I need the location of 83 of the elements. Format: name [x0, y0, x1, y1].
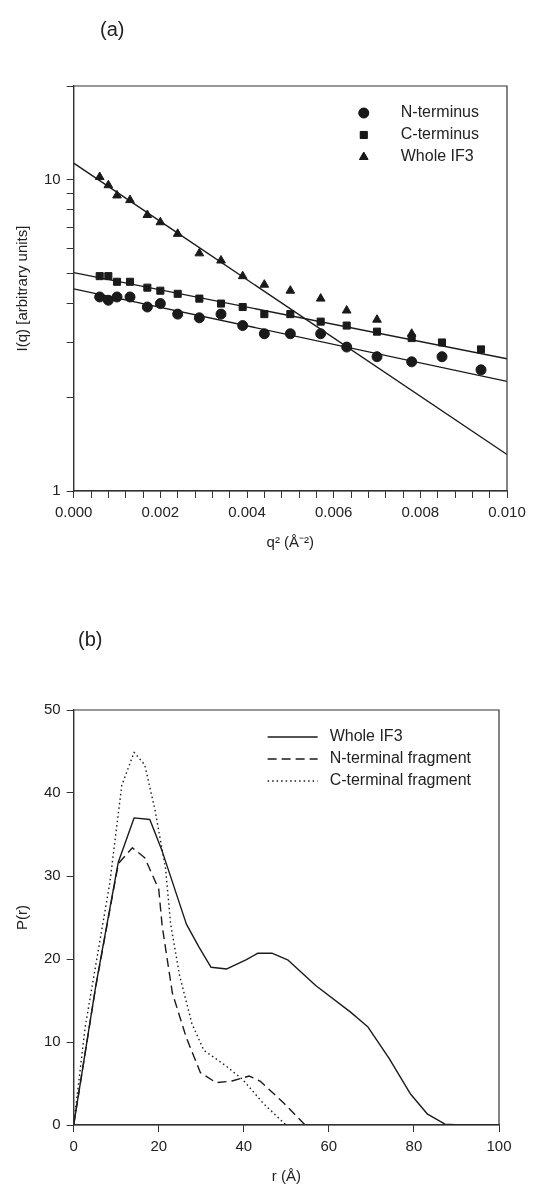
legend-label: C-terminal fragment: [329, 771, 472, 789]
point: [172, 228, 183, 237]
point: [194, 247, 205, 257]
legend-label: Whole IF3: [329, 727, 403, 745]
y-tick-label: 20: [44, 949, 61, 967]
point: [316, 317, 325, 326]
point: [342, 321, 351, 330]
point: [436, 351, 448, 363]
x-tick-label: 0.002: [141, 503, 180, 521]
point: [154, 298, 166, 310]
point: [142, 209, 153, 219]
point: [102, 294, 114, 306]
point: [95, 272, 104, 281]
point: [195, 294, 204, 303]
point: [143, 283, 152, 292]
point: [156, 286, 165, 295]
x-tick-label: 0: [69, 1137, 78, 1155]
x-tick-label: 0.004: [228, 503, 266, 521]
y-axis-title: I(q) [arbitrary units]: [13, 225, 31, 352]
point: [215, 308, 227, 320]
point: [259, 279, 270, 288]
x-tick-label: 100: [486, 1137, 512, 1155]
point: [94, 171, 105, 181]
point: [315, 293, 326, 302]
x-tick-label: 20: [150, 1137, 168, 1155]
y-tick-label: 10: [44, 1032, 61, 1050]
point: [260, 310, 269, 319]
point: [284, 328, 296, 340]
point: [315, 328, 327, 340]
point: [173, 289, 182, 298]
point: [216, 299, 226, 308]
x-tick-label: 60: [320, 1137, 338, 1155]
x-axis-title: r (Å): [271, 1167, 301, 1185]
point: [103, 179, 114, 189]
x-tick-label: 80: [405, 1137, 423, 1155]
point: [104, 272, 113, 281]
point: [237, 270, 248, 280]
point: [112, 189, 122, 199]
point: [141, 301, 153, 313]
point: [94, 291, 106, 303]
point: [172, 308, 184, 320]
x-tick-label: 0.008: [401, 503, 440, 521]
x-tick-label: 40: [235, 1137, 253, 1155]
point: [112, 277, 122, 286]
chart-title: (b): [78, 628, 103, 651]
point: [286, 310, 295, 319]
point: [216, 255, 226, 264]
legend-label: Whole IF3: [400, 147, 474, 165]
x-axis-title: q² (Å⁻²): [266, 533, 315, 551]
point: [111, 291, 123, 303]
chart-title: (a): [100, 18, 125, 41]
x-tick-label: 0.010: [488, 503, 526, 521]
point: [341, 305, 352, 314]
point: [155, 216, 166, 226]
y-tick-label: 40: [44, 783, 61, 801]
point: [258, 328, 270, 340]
y-tick-label: 10: [44, 169, 61, 187]
y-tick-label: 30: [44, 866, 61, 884]
point: [125, 277, 135, 286]
legend-label: N-terminus: [400, 103, 479, 121]
point: [437, 338, 447, 347]
y-axis-title: P(r): [13, 905, 31, 930]
legend-label: C-terminus: [400, 125, 479, 143]
point: [193, 312, 205, 324]
point: [476, 345, 486, 354]
x-tick-label: 0.000: [54, 503, 93, 521]
y-tick-label: 1: [52, 481, 61, 499]
y-tick-label: 50: [44, 700, 61, 718]
point: [372, 314, 382, 323]
legend-label: N-terminal fragment: [329, 749, 472, 767]
y-tick-label: 0: [52, 1115, 61, 1133]
point: [341, 341, 353, 353]
point: [371, 351, 383, 363]
point: [238, 302, 247, 312]
point: [372, 327, 382, 336]
point: [125, 194, 135, 204]
point: [407, 334, 416, 343]
point: [285, 285, 296, 294]
point: [406, 356, 418, 368]
point: [124, 291, 136, 303]
x-tick-label: 0.006: [314, 503, 353, 521]
point: [475, 364, 487, 376]
point: [237, 320, 249, 332]
